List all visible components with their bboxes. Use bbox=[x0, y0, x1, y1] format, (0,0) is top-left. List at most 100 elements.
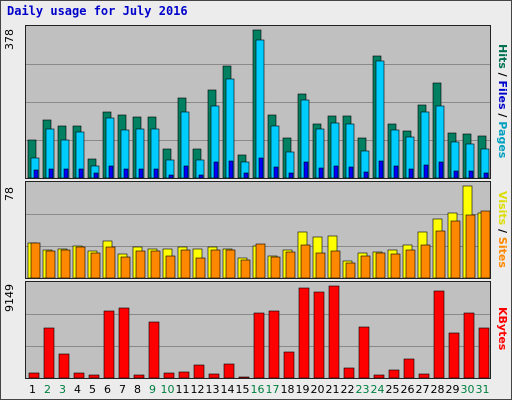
sites-bar bbox=[180, 249, 191, 278]
pages-bar bbox=[363, 171, 369, 178]
x-tick-label: 7 bbox=[119, 383, 126, 396]
kbytes-bar bbox=[103, 310, 115, 378]
x-tick-label: 21 bbox=[325, 383, 340, 396]
visits-legend: Visits / Sites bbox=[496, 190, 509, 268]
x-tick-label: 29 bbox=[445, 383, 460, 396]
chart-title: Daily usage for July 2016 bbox=[7, 4, 188, 18]
pages-bar bbox=[138, 168, 144, 178]
files-bar bbox=[210, 105, 220, 178]
kbytes-bar bbox=[373, 374, 385, 378]
pages-bar bbox=[168, 174, 174, 178]
kbytes-bar bbox=[28, 372, 40, 378]
files-bar bbox=[120, 129, 130, 178]
visits-panel bbox=[25, 181, 491, 279]
x-tick-label: 13 bbox=[205, 383, 220, 396]
pages-bar bbox=[228, 160, 234, 178]
files-bar bbox=[405, 136, 415, 178]
kbytes-bar bbox=[358, 326, 370, 378]
pages-bar bbox=[333, 165, 339, 178]
hits-panel bbox=[25, 25, 491, 179]
x-tick-label: 18 bbox=[280, 383, 295, 396]
pages-bar bbox=[393, 165, 399, 178]
legend-visits: Visits bbox=[496, 190, 509, 225]
kbytes-bar bbox=[148, 321, 160, 378]
x-tick-label: 3 bbox=[59, 383, 66, 396]
pages-bar bbox=[483, 172, 489, 178]
pages-bar bbox=[348, 166, 354, 178]
hits-max-label: 378 bbox=[3, 29, 16, 51]
sites-bar bbox=[315, 252, 326, 278]
files-bar bbox=[420, 111, 430, 178]
pages-bar bbox=[123, 168, 129, 178]
sites-bar bbox=[210, 249, 221, 278]
pages-bar bbox=[408, 168, 414, 178]
x-tick-label: 11 bbox=[175, 383, 190, 396]
kbytes-panel bbox=[25, 281, 491, 379]
sites-bar bbox=[135, 250, 146, 278]
pages-bar bbox=[153, 168, 159, 178]
kbytes-bar bbox=[133, 374, 145, 378]
pages-bar bbox=[63, 168, 69, 178]
sites-max-label: 78 bbox=[3, 187, 16, 201]
sites-bar bbox=[480, 210, 490, 278]
files-bar bbox=[375, 60, 385, 178]
files-bar bbox=[75, 131, 85, 178]
kbytes-max-label: 9149 bbox=[3, 284, 16, 312]
x-tick-label: 19 bbox=[295, 383, 310, 396]
files-bar bbox=[180, 111, 190, 178]
kbytes-bar bbox=[238, 376, 250, 378]
sites-bar bbox=[90, 252, 101, 278]
sites-bar bbox=[270, 256, 281, 278]
x-tick-label: 16 bbox=[250, 383, 265, 396]
x-tick-label: 27 bbox=[415, 383, 430, 396]
files-bar bbox=[480, 148, 490, 178]
sites-bar bbox=[60, 249, 71, 278]
x-tick-label: 24 bbox=[370, 383, 385, 396]
sites-bar bbox=[360, 255, 371, 278]
sites-bar bbox=[255, 243, 266, 278]
files-bar bbox=[105, 117, 115, 178]
pages-bar bbox=[318, 167, 324, 178]
files-bar bbox=[300, 99, 310, 178]
sites-bar bbox=[390, 253, 401, 278]
pages-bar bbox=[453, 170, 459, 178]
files-bar bbox=[30, 157, 40, 178]
visits-sites-chart bbox=[26, 185, 490, 278]
kbytes-bar bbox=[193, 364, 205, 378]
pages-bar bbox=[48, 168, 54, 178]
sites-bar bbox=[345, 262, 356, 278]
kbytes-bar bbox=[178, 371, 190, 378]
kbytes-bar bbox=[43, 327, 55, 378]
x-tick-label: 9 bbox=[149, 383, 156, 396]
sites-bar bbox=[330, 250, 341, 278]
sites-bar bbox=[225, 249, 236, 278]
pages-bar bbox=[438, 161, 444, 178]
x-tick-label: 23 bbox=[355, 383, 370, 396]
pages-bar bbox=[213, 161, 219, 178]
pages-bar bbox=[183, 165, 189, 178]
files-bar bbox=[285, 151, 295, 178]
x-tick-label: 8 bbox=[134, 383, 141, 396]
pages-bar bbox=[33, 169, 39, 178]
kbytes-bar bbox=[268, 310, 280, 378]
x-tick-label: 31 bbox=[475, 383, 490, 396]
kbytes-bar bbox=[403, 358, 415, 378]
x-axis-day-labels: 1 2 3 4 5 6 7 8 9 10 11 12 13 14 15 16 17 18 19 20 21 22 23 24 2… bbox=[25, 383, 491, 397]
sites-bar bbox=[465, 214, 476, 278]
sites-bar bbox=[435, 230, 446, 278]
x-tick-label: 26 bbox=[400, 383, 415, 396]
x-tick-label: 28 bbox=[430, 383, 445, 396]
sites-bar bbox=[240, 259, 251, 278]
sites-bar bbox=[300, 244, 311, 278]
files-bar bbox=[360, 150, 370, 178]
legend-kbytes: KBytes bbox=[496, 307, 509, 351]
kbytes-bar bbox=[343, 367, 355, 378]
pages-bar bbox=[78, 168, 84, 178]
pages-bar bbox=[303, 161, 309, 178]
sites-bar bbox=[150, 250, 161, 278]
pages-bar bbox=[108, 165, 114, 178]
pages-bar bbox=[243, 172, 249, 178]
legend-files: Files bbox=[496, 80, 509, 110]
kbytes-bar bbox=[298, 287, 310, 378]
